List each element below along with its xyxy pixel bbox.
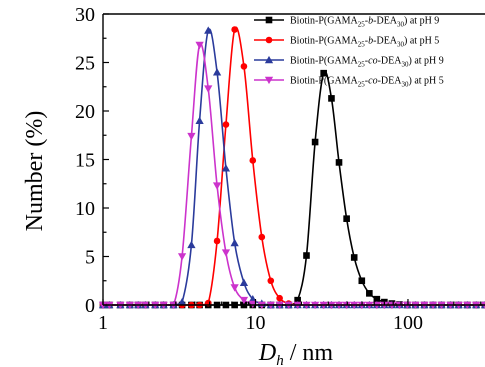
data-point-triangle-up <box>239 278 249 286</box>
y-tick-label: 30 <box>75 4 95 26</box>
series-curves <box>103 26 485 306</box>
y-tick-label: 0 <box>85 295 95 317</box>
legend-entry-label: Biotin-P(GAMA25-co-DEA30) at pH 5 <box>290 76 444 89</box>
x-tick-label: 1 <box>98 312 108 334</box>
legend-entry-label: Biotin-P(GAMA25-b-DEA30) at pH 9 <box>290 16 439 29</box>
data-point-square <box>265 16 273 24</box>
x-tick-label: 10 <box>245 312 265 334</box>
data-point-square <box>320 69 327 77</box>
data-point-triangle-down <box>177 253 187 261</box>
data-point-triangle-down <box>264 76 274 85</box>
data-point-triangle-down <box>204 85 213 93</box>
data-point-square <box>294 296 301 304</box>
data-point-circle <box>249 157 257 164</box>
data-point-triangle-up <box>230 238 239 247</box>
data-point-square <box>358 277 366 285</box>
data-point-circle <box>213 237 221 245</box>
data-point-triangle-up <box>264 55 274 64</box>
y-tick-label: 10 <box>75 198 95 220</box>
legend-entry-label: Biotin-P(GAMA25-b-DEA30) at pH 5 <box>290 36 439 49</box>
data-point-triangle-down <box>195 41 204 50</box>
data-point-circle <box>222 121 230 128</box>
series-line-0 <box>103 70 485 306</box>
y-tick-label: 25 <box>75 53 95 75</box>
data-point-triangle-up <box>248 295 257 303</box>
y-tick-label: 5 <box>85 247 95 269</box>
y-tick-label: 15 <box>75 150 95 172</box>
x-tick-label: 100 <box>393 312 423 334</box>
data-point-triangle-up <box>195 116 204 124</box>
data-point-triangle-down <box>187 132 196 141</box>
series-line-1 <box>103 26 485 306</box>
data-point-square <box>366 290 373 297</box>
data-point-square <box>350 254 358 261</box>
data-point-circle <box>258 233 266 241</box>
series-markers <box>98 26 485 310</box>
data-point-circle <box>276 294 283 302</box>
data-point-circle <box>231 26 238 33</box>
data-point-triangle-up <box>212 68 222 76</box>
data-point-triangle-up <box>221 164 231 172</box>
data-point-triangle-up <box>204 26 213 34</box>
data-point-circle <box>265 36 273 44</box>
legend-entry-label: Biotin-P(GAMA25-co-DEA30) at pH 9 <box>290 56 444 69</box>
data-point-square <box>303 252 310 259</box>
data-point-square <box>373 295 381 303</box>
data-point-triangle-down <box>212 182 222 190</box>
data-point-triangle-down <box>239 296 249 305</box>
data-point-triangle-up <box>187 240 196 249</box>
axes <box>102 13 485 306</box>
data-point-square <box>343 215 350 222</box>
data-point-triangle-down <box>230 284 239 292</box>
data-point-triangle-down <box>221 249 231 257</box>
data-point-circle <box>240 63 248 70</box>
x-axis-label: Dh / nm <box>258 340 334 367</box>
data-point-triangle-up <box>177 297 187 306</box>
y-tick-label: 20 <box>75 101 95 123</box>
data-point-square <box>335 159 343 166</box>
series-line-2 <box>103 28 485 306</box>
data-point-square <box>328 95 335 102</box>
tick-labels: 0 5 10 15 20 25 30 1 10 100 <box>75 4 423 334</box>
data-point-square <box>311 138 319 146</box>
legend: Biotin-P(GAMA25-b-DEA30) at pH 9 Biotin-P… <box>254 16 444 89</box>
y-axis-label: Number (%) <box>22 111 48 232</box>
data-point-circle <box>267 277 275 285</box>
